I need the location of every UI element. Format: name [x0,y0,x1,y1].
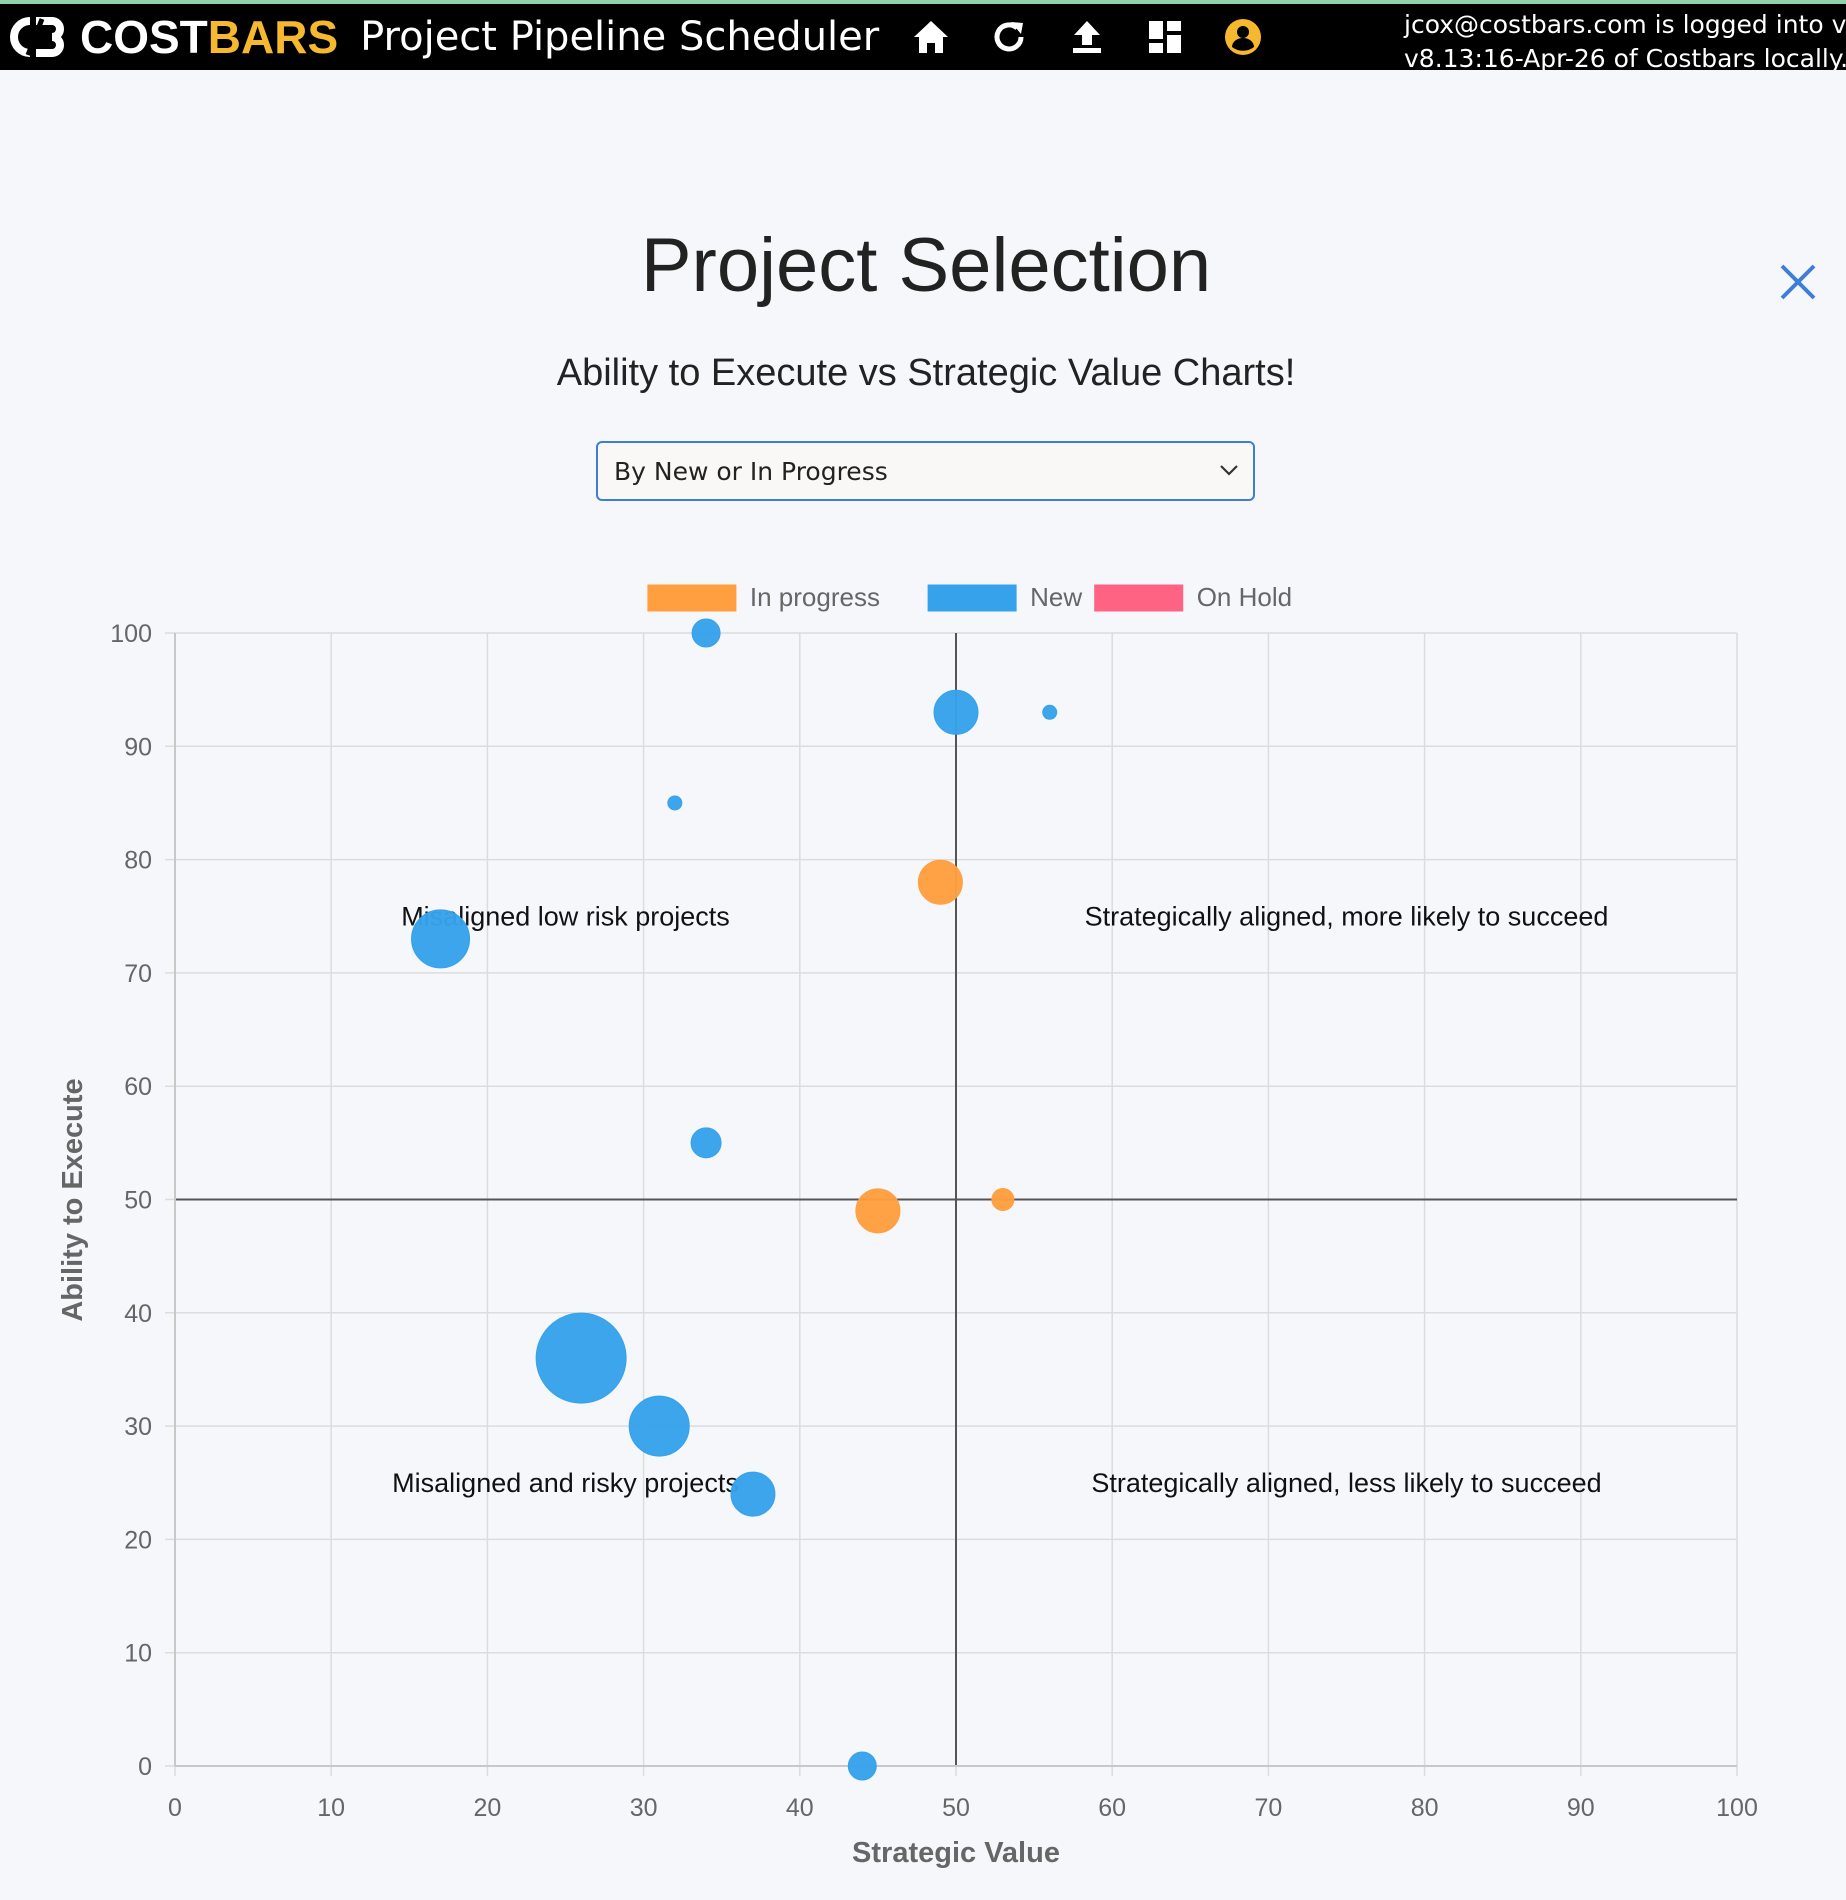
chart-axes: 0 10 20 30 40 50 60 70 80 90 100 0 10 20 30 40 50 60 70 80 9… [110,620,1758,1822]
x-tick-label: 50 [942,1794,970,1822]
y-tick-label: 10 [124,1640,152,1668]
app-title: Project Pipeline Scheduler [360,14,880,60]
brand-name-yellow: BARS [207,11,339,63]
y-axis-title: Ability to Execute [57,1078,89,1321]
bubble-point[interactable] [1042,704,1058,720]
brand-name-white: COST [80,11,208,63]
x-tick-label: 40 [786,1794,814,1822]
y-tick-label: 90 [124,733,152,761]
quadrant-label: Strategically aligned, more likely to su… [1085,901,1609,931]
chevron-down-icon [1220,465,1238,476]
page-title: Project Selection [640,223,1212,308]
legend-label[interactable]: New [1030,582,1082,612]
quadrant-label: Strategically aligned, less likely to su… [1091,1468,1601,1498]
chart-grid [165,632,1738,1776]
reference-lines [175,633,1737,1766]
y-tick-label: 0 [138,1753,152,1781]
quadrant-labels: Misaligned low risk projects Strategicall… [392,901,1608,1498]
bubble-chart: In progress New On Hold 0 10 20 30 40 50 60 70 80 9… [57,582,1758,1869]
legend-label[interactable]: On Hold [1197,582,1292,612]
refresh-icon[interactable] [987,15,1031,59]
x-tick-label: 100 [1716,1794,1758,1822]
y-tick-label: 50 [124,1187,152,1215]
quadrant-label: Misaligned and risky projects [392,1468,739,1498]
bubble-point[interactable] [535,1312,627,1404]
close-icon[interactable] [1778,262,1818,302]
x-tick-label: 20 [473,1794,501,1822]
bubble-point[interactable] [411,909,471,969]
bubble-point[interactable] [628,1395,690,1457]
x-axis-title: Strategic Value [852,1837,1060,1869]
bubble-point[interactable] [855,1188,901,1234]
chart-mode-select-value: By New or In Progress [614,457,888,486]
x-tick-label: 10 [317,1794,345,1822]
dashboard-icon[interactable] [1143,15,1187,59]
x-tick-label: 60 [1098,1794,1126,1822]
x-tick-label: 90 [1567,1794,1595,1822]
user-icon[interactable] [1221,15,1265,59]
bubble-point[interactable] [933,689,979,735]
login-info-line2: v8.13:16-Apr-26 of Costbars locally. [1404,44,1846,70]
legend-label[interactable]: In progress [750,582,880,612]
bubble-point[interactable] [691,618,721,648]
home-icon[interactable] [909,15,953,59]
y-tick-label: 80 [124,847,152,875]
bubble-point[interactable] [847,1751,877,1781]
chart-legend: In progress New On Hold [647,582,1292,612]
y-tick-label: 60 [124,1073,152,1101]
x-tick-label: 30 [630,1794,658,1822]
y-tick-label: 20 [124,1526,152,1554]
chart-bubbles [411,618,1058,1781]
x-tick-label: 0 [168,1794,182,1822]
legend-swatch[interactable] [1094,584,1184,612]
upload-icon[interactable] [1065,15,1109,59]
bubble-point[interactable] [667,795,683,811]
y-tick-label: 70 [124,960,152,988]
y-tick-label: 100 [110,620,152,648]
legend-swatch[interactable] [647,584,737,612]
chart-mode-select[interactable]: By New or In Progress [596,441,1255,501]
y-tick-label: 30 [124,1413,152,1441]
y-tick-label: 40 [124,1300,152,1328]
x-tick-label: 70 [1254,1794,1282,1822]
x-tick-label: 80 [1411,1794,1439,1822]
legend-swatch[interactable] [927,584,1017,612]
costbars-logo-icon[interactable]: COSTBARS [6,14,338,60]
bubble-point[interactable] [991,1188,1015,1211]
top-navbar: COSTBARS Project Pipeline Scheduler jcox… [0,0,1846,70]
page-subtitle: Ability to Execute vs Strategic Value Ch… [556,352,1296,394]
login-info: jcox@costbars.com is logged into vers v8… [1404,8,1846,70]
bubble-point[interactable] [690,1127,722,1159]
login-info-line1: jcox@costbars.com is logged into vers [1404,10,1846,39]
bubble-point[interactable] [917,859,963,905]
brand-name: COSTBARS [80,14,338,60]
bubble-point[interactable] [730,1471,776,1517]
